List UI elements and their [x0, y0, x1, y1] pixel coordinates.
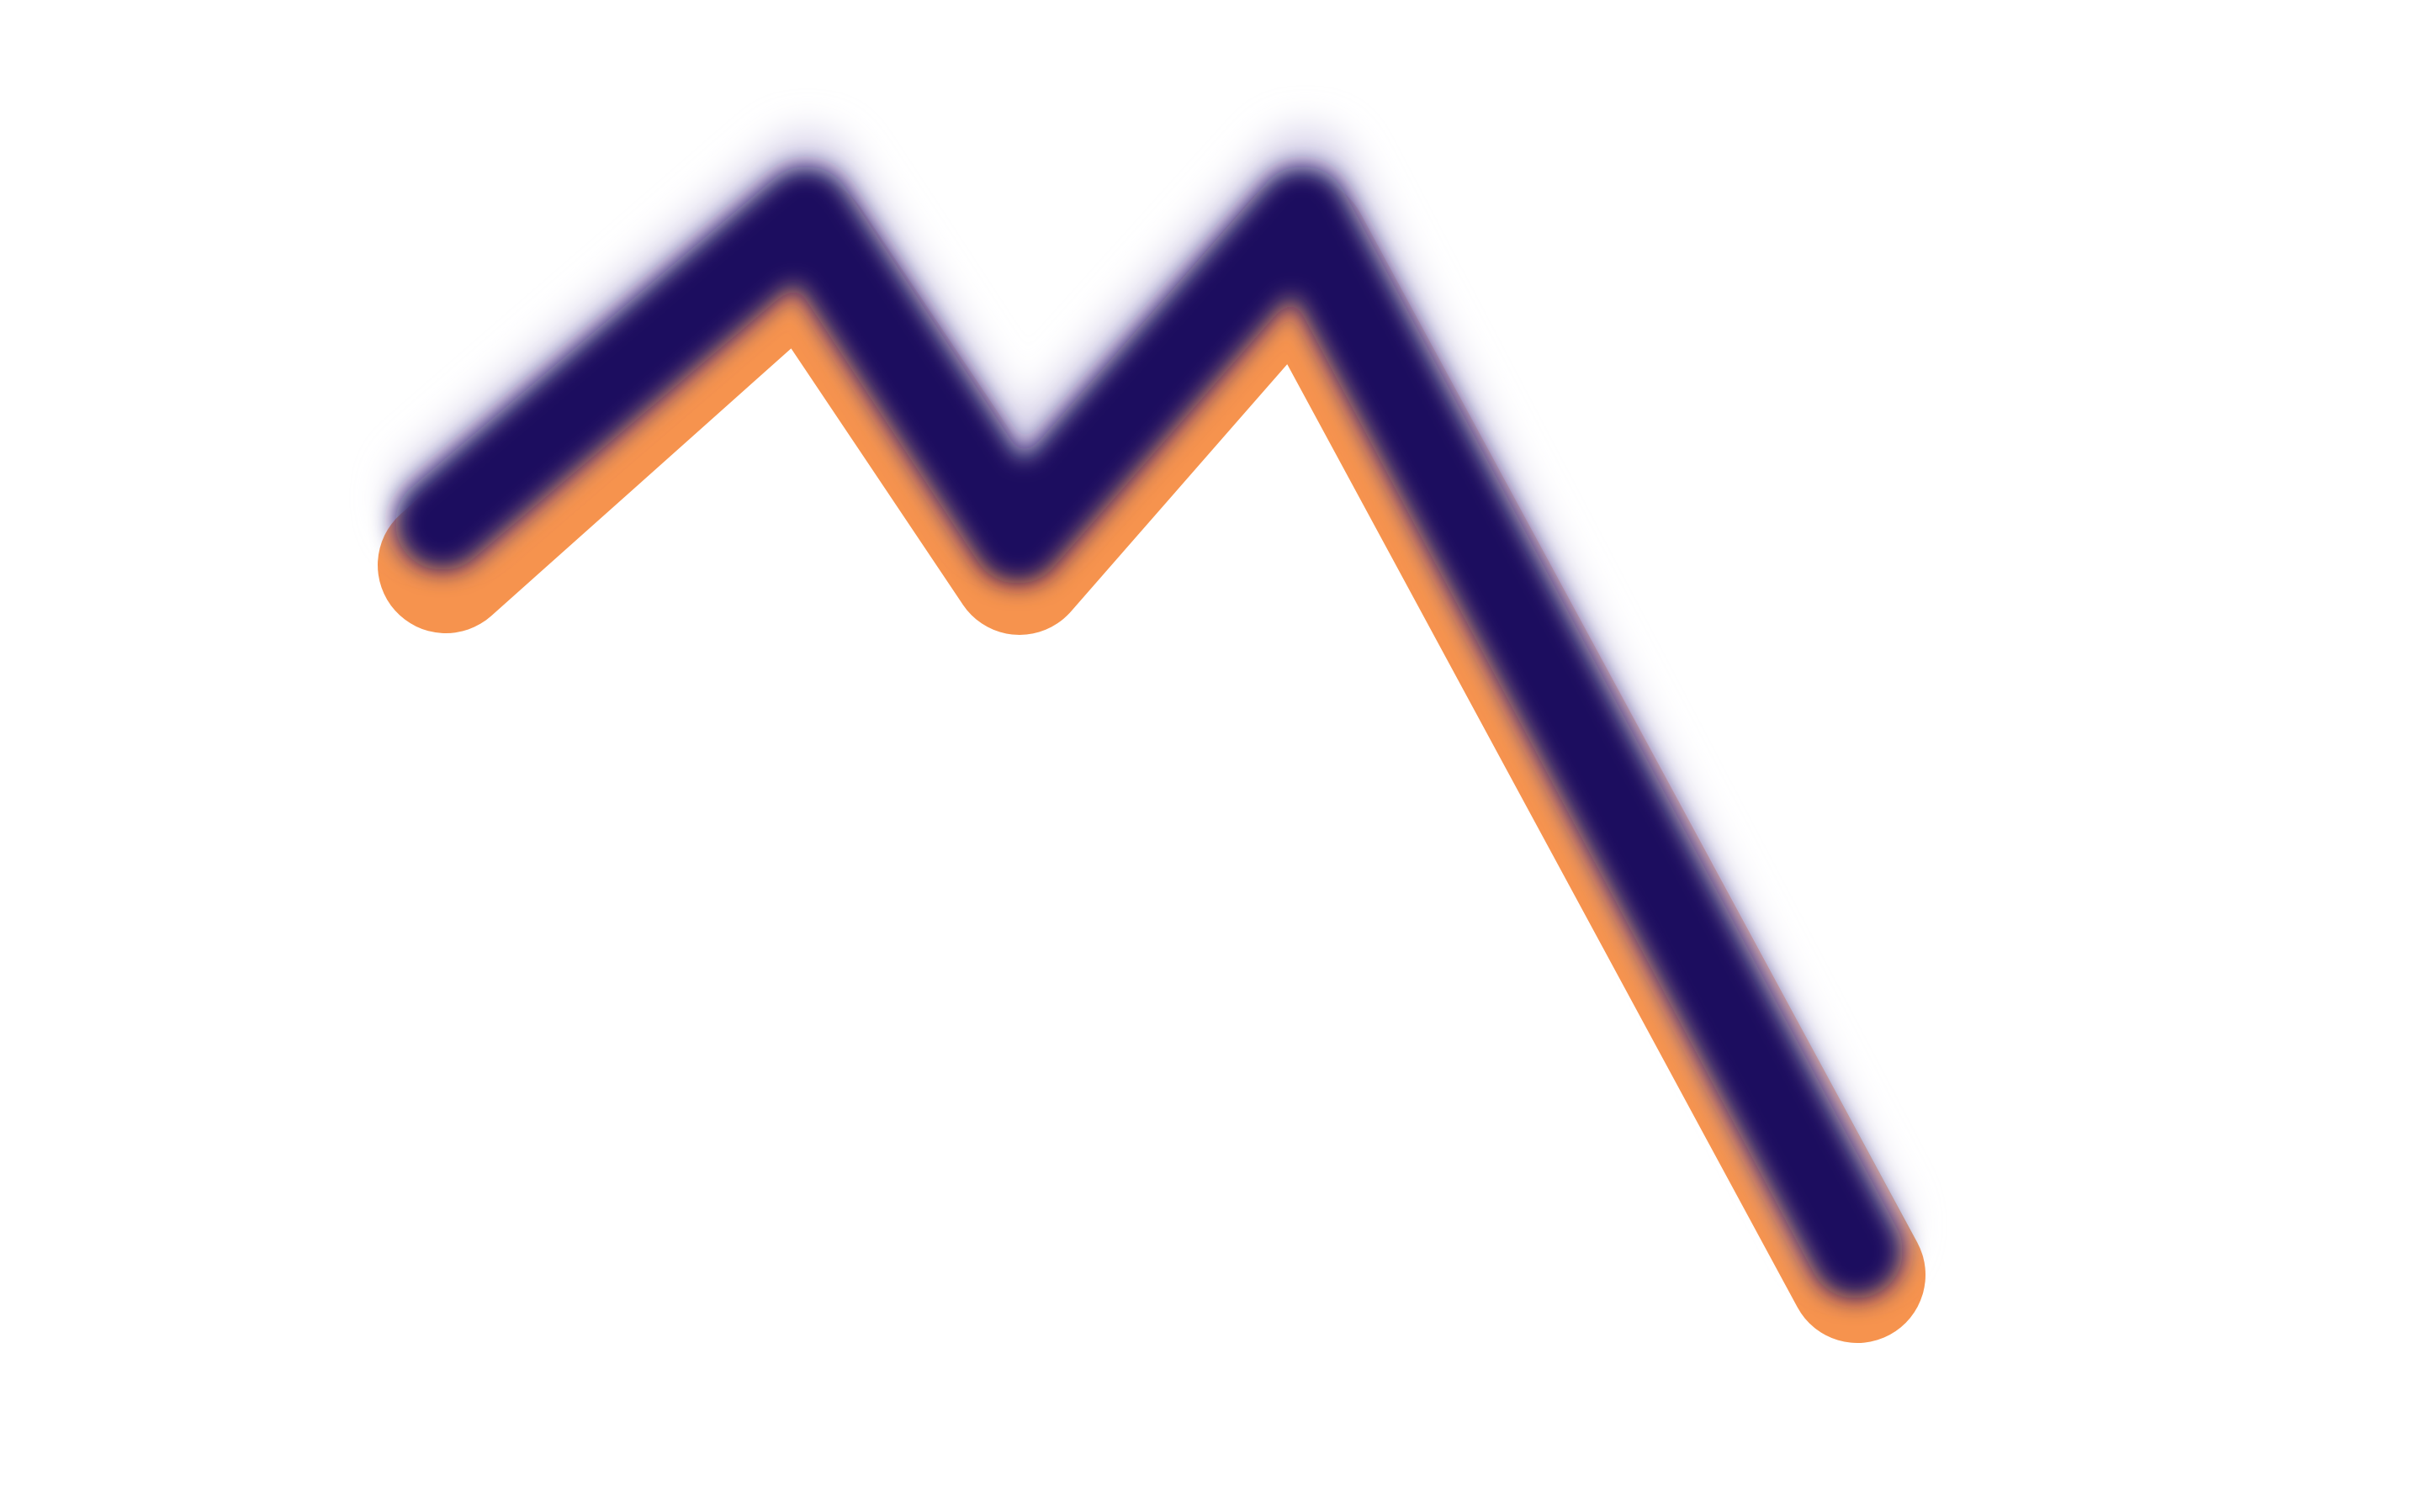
stroke-main	[395, 167, 1903, 1298]
